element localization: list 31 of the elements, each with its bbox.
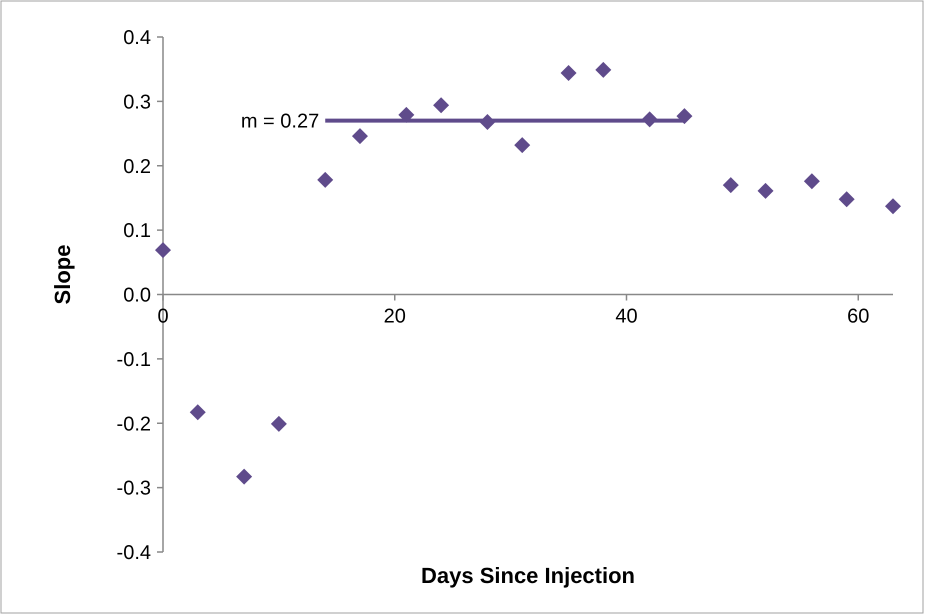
point [190, 404, 206, 420]
point [560, 65, 577, 82]
point [317, 172, 334, 188]
point [433, 97, 450, 114]
y-tick-label: 0.0 [123, 284, 151, 306]
point [758, 182, 774, 199]
y-tick-label: -0.4 [116, 542, 151, 564]
y-tick-label: 0.2 [123, 156, 151, 178]
x-tick-label: 0 [157, 306, 169, 328]
point [804, 173, 820, 190]
y-tick-label: 0.3 [123, 91, 151, 114]
annotation: m = 0.27 [240, 110, 320, 133]
point [595, 62, 612, 78]
point [352, 128, 368, 144]
point [270, 416, 287, 432]
y-tick-label: 0.1 [123, 220, 151, 242]
y-tick-label: -0.1 [116, 348, 151, 371]
x-tick-label: 60 [847, 306, 870, 328]
point [236, 468, 252, 485]
x-tick-label: 20 [384, 306, 406, 328]
point [722, 177, 739, 194]
y-tick-label: -0.3 [116, 478, 151, 500]
point [155, 242, 171, 258]
point [838, 191, 855, 208]
y-axis-title: Slope [50, 244, 75, 304]
x-axis-title: Days Since Injection [421, 563, 635, 588]
y-tick-label: 0.4 [123, 27, 151, 49]
y-tick-label: -0.2 [116, 413, 151, 436]
x-tick-label: 40 [615, 306, 638, 328]
point [514, 137, 530, 154]
point [885, 198, 901, 214]
